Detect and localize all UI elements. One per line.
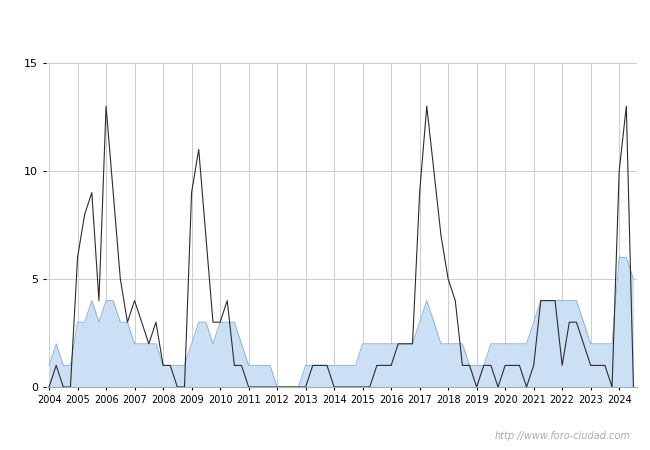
- Text: http://www.foro-ciudad.com: http://www.foro-ciudad.com: [495, 431, 630, 441]
- Text: Caudete de las Fuentes - Evolucion del Nº de Transacciones Inmobiliarias: Caudete de las Fuentes - Evolucion del N…: [81, 16, 569, 29]
